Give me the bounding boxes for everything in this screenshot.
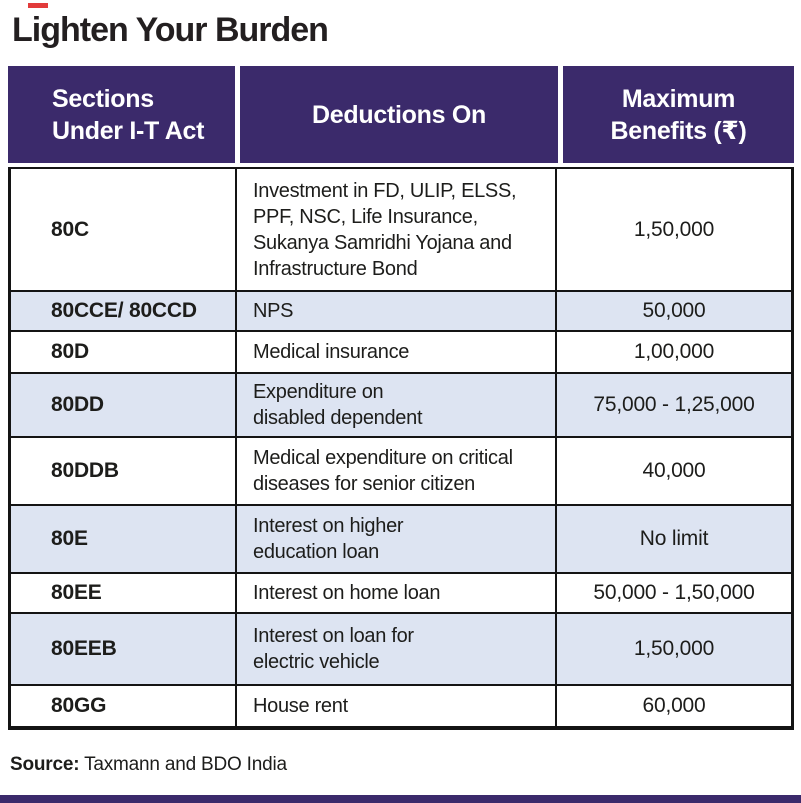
deduction-text: House rent xyxy=(253,695,348,717)
benefit-value: 75,000 - 1,25,000 xyxy=(593,393,755,416)
benefit-value: 50,000 - 1,50,000 xyxy=(593,581,755,604)
deduction-cell: Expenditure on disabled dependent xyxy=(235,374,557,436)
deduction-cell: Medical expenditure on critical diseases… xyxy=(235,438,557,504)
deduction-text: Medical expenditure on critical diseases… xyxy=(253,447,513,495)
deduction-text: Interest on loan for electric vehicle xyxy=(253,625,414,673)
deduction-text: Interest on higher education loan xyxy=(253,515,404,563)
section-code: 80EEB xyxy=(51,637,117,660)
deduction-cell: Investment in FD, ULIP, ELSS, PPF, NSC, … xyxy=(235,169,557,290)
section-cell: 80EE xyxy=(11,574,235,612)
benefit-value: No limit xyxy=(639,527,709,550)
source-line: Source: Taxmann and BDO India xyxy=(10,754,287,776)
benefit-value: 60,000 xyxy=(642,694,706,717)
benefit-value: 40,000 xyxy=(642,459,706,482)
headline-red-tick xyxy=(28,3,48,8)
deductions-table: Sections Under I-T Act Deductions On Max… xyxy=(8,66,794,730)
header-sections: Sections Under I-T Act xyxy=(8,66,235,163)
deduction-text: Investment in FD, ULIP, ELSS, PPF, NSC, … xyxy=(253,179,517,280)
benefit-cell: 1,50,000 xyxy=(557,169,791,290)
deduction-text: Medical insurance xyxy=(253,341,410,363)
deduction-cell: NPS xyxy=(235,292,557,330)
deduction-cell: House rent xyxy=(235,686,557,726)
benefit-cell: 60,000 xyxy=(557,686,791,726)
table-body: 80C Investment in FD, ULIP, ELSS, PPF, N… xyxy=(8,167,794,730)
deduction-cell: Interest on loan for electric vehicle xyxy=(235,614,557,684)
benefit-cell: No limit xyxy=(557,506,791,572)
section-code: 80DD xyxy=(51,393,104,416)
section-code: 80CCE/ 80CCD xyxy=(51,299,197,322)
section-cell: 80C xyxy=(11,169,235,290)
section-cell: 80CCE/ 80CCD xyxy=(11,292,235,330)
benefit-cell: 50,000 xyxy=(557,292,791,330)
section-code: 80EE xyxy=(51,581,102,604)
section-code: 80E xyxy=(51,527,88,550)
table-row: 80GG House rent 60,000 xyxy=(11,686,791,726)
source-text: Taxmann and BDO India xyxy=(79,754,287,775)
source-label: Source: xyxy=(10,754,80,775)
benefit-value: 1,50,000 xyxy=(633,637,715,660)
benefit-value: 1,00,000 xyxy=(633,340,715,363)
table-row: 80CCE/ 80CCD NPS 50,000 xyxy=(11,292,791,332)
section-cell: 80GG xyxy=(11,686,235,726)
section-cell: 80DD xyxy=(11,374,235,436)
header-deductions: Deductions On xyxy=(240,66,558,163)
benefit-cell: 50,000 - 1,50,000 xyxy=(557,574,791,612)
section-code: 80C xyxy=(51,217,89,241)
table-row: 80EEB Interest on loan for electric vehi… xyxy=(11,614,791,686)
benefit-cell: 1,50,000 xyxy=(557,614,791,684)
benefit-cell: 40,000 xyxy=(557,438,791,504)
benefit-value: 1,50,000 xyxy=(633,217,715,241)
table-row: 80EE Interest on home loan 50,000 - 1,50… xyxy=(11,574,791,614)
page-title: Lighten Your Burden xyxy=(12,11,329,49)
header-max-benefits: Maximum Benefits (₹) xyxy=(563,66,794,163)
benefit-cell: 75,000 - 1,25,000 xyxy=(557,374,791,436)
table-row: 80E Interest on higher education loan No… xyxy=(11,506,791,574)
benefit-cell: 1,00,000 xyxy=(557,332,791,372)
table-row: 80C Investment in FD, ULIP, ELSS, PPF, N… xyxy=(11,169,791,292)
bottom-purple-rule xyxy=(0,795,801,803)
deduction-text: Interest on home loan xyxy=(253,582,441,604)
table-row: 80DDB Medical expenditure on critical di… xyxy=(11,438,791,506)
benefit-value: 50,000 xyxy=(642,299,706,322)
deduction-text: Expenditure on disabled dependent xyxy=(253,381,423,429)
deduction-cell: Interest on home loan xyxy=(235,574,557,612)
section-code: 80D xyxy=(51,340,89,363)
table-header-row: Sections Under I-T Act Deductions On Max… xyxy=(8,66,794,163)
section-cell: 80D xyxy=(11,332,235,372)
section-cell: 80DDB xyxy=(11,438,235,504)
deduction-cell: Interest on higher education loan xyxy=(235,506,557,572)
section-cell: 80E xyxy=(11,506,235,572)
section-code: 80DDB xyxy=(51,459,119,482)
section-code: 80GG xyxy=(51,694,107,717)
section-cell: 80EEB xyxy=(11,614,235,684)
deduction-cell: Medical insurance xyxy=(235,332,557,372)
table-row: 80DD Expenditure on disabled dependent 7… xyxy=(11,374,791,438)
table-row: 80D Medical insurance 1,00,000 xyxy=(11,332,791,374)
deduction-text: NPS xyxy=(253,300,294,322)
